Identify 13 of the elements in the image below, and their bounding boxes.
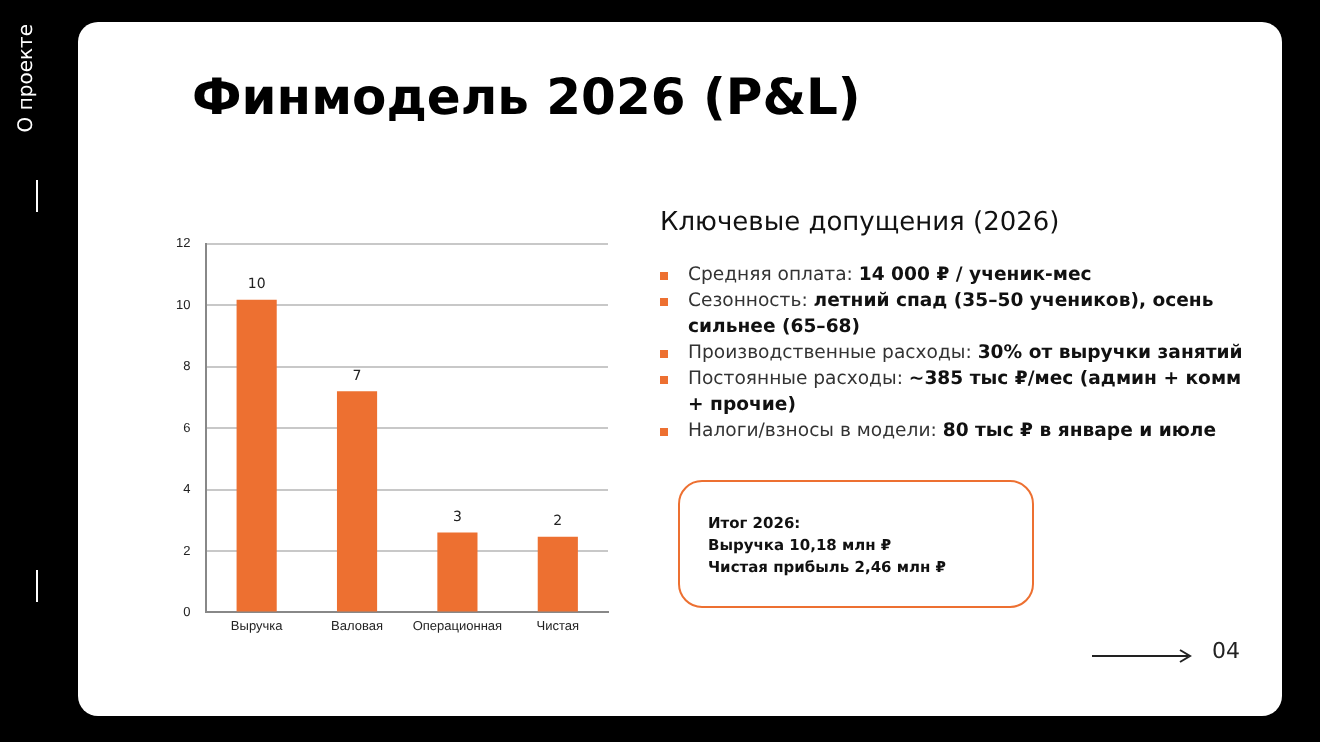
text: 04 bbox=[1212, 638, 1240, 664]
text: Сезонность: летний спад (35–50 учеников), осень сильнее (65–68) bbox=[660, 288, 1260, 340]
chart-title: Финмодель 2026 (P&L) bbox=[192, 68, 861, 126]
bar bbox=[336, 391, 378, 612]
text: О проекте bbox=[16, 24, 38, 133]
text: Постоянные расходы: ~385 тыс ₽/мес (админ + комм + прочие) bbox=[688, 368, 1242, 416]
bar bbox=[437, 532, 478, 612]
text: Ключевые допущения (2026) bbox=[660, 208, 1060, 238]
bar bbox=[537, 536, 578, 612]
text: Налоги/взносы в модели: 80 тыс ₽ в январе и июле bbox=[660, 418, 1260, 444]
text: Средняя оплата: 14 000 ₽ / ученик-мес bbox=[660, 262, 1260, 288]
bar bbox=[236, 299, 277, 612]
text: Производственные расходы: 30% от выручки занятий bbox=[660, 340, 1260, 366]
